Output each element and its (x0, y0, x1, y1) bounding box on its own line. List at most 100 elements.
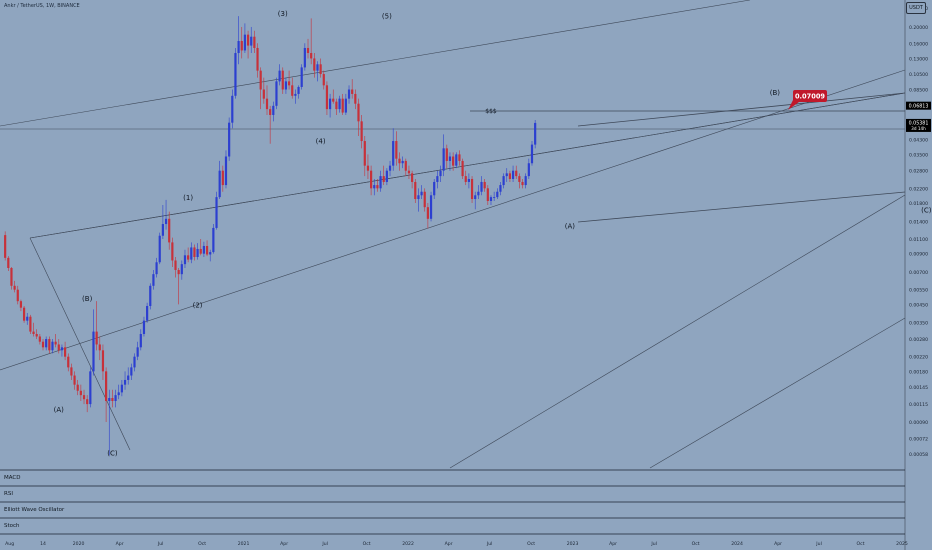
candle-body (373, 185, 376, 189)
wave-line-2 (29, 92, 906, 239)
candle-body (505, 173, 508, 177)
candle-body (136, 347, 139, 357)
channel-line-middle (0, 69, 906, 371)
pane-label-stoch: Stoch (4, 523, 20, 529)
candle-body (354, 93, 357, 104)
pane-label-ewo: Elliott Wave Oscillator (4, 507, 65, 513)
y-tick-label: 0.00220 (909, 355, 928, 361)
currency-button[interactable]: USDT (906, 2, 926, 14)
candle-body (174, 260, 177, 270)
candle-body (351, 89, 354, 94)
candle-body (486, 188, 489, 201)
candle-body (483, 181, 486, 189)
candle-body (341, 98, 344, 113)
candle-body (212, 227, 215, 253)
x-tick-label: 2025 (896, 541, 908, 547)
candle-body (16, 289, 19, 302)
x-tick-label: Apr (116, 541, 124, 547)
candle-body (152, 274, 155, 286)
x-tick-label: 2020 (73, 541, 85, 547)
candle-body (205, 245, 209, 255)
x-tick-label: 2023 (567, 541, 579, 547)
candle-body (306, 47, 310, 54)
candle-body (448, 156, 452, 161)
candle-body (259, 70, 262, 90)
candle-body (407, 170, 411, 174)
candle-body (401, 160, 404, 164)
target-price-pointer (788, 100, 799, 110)
candle-body (319, 64, 322, 75)
candle-body (433, 181, 436, 196)
channel-line-lower (449, 194, 906, 469)
candle-body (458, 154, 461, 161)
candle-body (436, 176, 439, 182)
y-tick-label: 0.00700 (909, 270, 928, 276)
candle-body (19, 301, 23, 308)
candle-body (4, 235, 7, 258)
candle-body (79, 390, 82, 396)
candle-body (313, 58, 316, 71)
candle-body (202, 245, 206, 254)
candle-body (300, 67, 303, 87)
candle-body (187, 255, 190, 260)
wave-label: (C) (107, 449, 118, 457)
candle-body (284, 81, 288, 90)
candle-body (442, 148, 445, 171)
candle-body (95, 331, 98, 345)
candle-body (158, 235, 161, 263)
candle-body (41, 341, 45, 348)
x-tick-label: Jul (486, 541, 493, 547)
candle-body (388, 165, 392, 171)
candle-body (429, 195, 433, 219)
candle-body (155, 262, 158, 275)
candle-body (70, 367, 73, 376)
y-tick-label: 0.00350 (909, 321, 928, 327)
candle-body (256, 47, 259, 71)
candle-body (515, 170, 518, 177)
candle-body (253, 36, 256, 48)
candle-body (26, 316, 29, 321)
candle-body (376, 185, 379, 189)
candle-body (89, 371, 92, 405)
candle-body (262, 89, 265, 99)
candle-body (161, 224, 164, 236)
candle-body (489, 197, 493, 201)
candle-body (527, 163, 530, 177)
candle-body (86, 399, 89, 405)
candle-body (130, 367, 133, 376)
candle-body (511, 170, 515, 179)
candle-body (382, 176, 385, 182)
candle-body (366, 165, 370, 171)
y-tick-label: 0.02800 (909, 169, 928, 175)
candle-body (360, 121, 363, 142)
candle-body (530, 144, 534, 164)
y-tick-label: 0.08500 (909, 88, 928, 94)
candle-body (183, 255, 187, 265)
candle-body (237, 41, 240, 54)
candle-body (385, 170, 388, 182)
x-tick-label: Oct (363, 541, 371, 547)
candle-body (51, 341, 54, 351)
candle-body (357, 103, 360, 122)
candle-body (269, 109, 272, 115)
candle-body (392, 141, 395, 166)
axis-price-badge (906, 101, 931, 110)
candle-body (105, 371, 108, 401)
candle-body (332, 98, 335, 102)
y-tick-label: 0.00900 (909, 252, 928, 258)
candle-body (411, 173, 414, 182)
candle-body (521, 181, 524, 186)
candle-body (461, 160, 464, 177)
candle-body (111, 398, 114, 401)
candle-body (265, 98, 269, 110)
wave-label: (A) (565, 222, 576, 230)
candle-body (171, 242, 174, 261)
x-tick-label: Apr (609, 541, 617, 547)
candle-body (180, 264, 183, 275)
candle-body (101, 350, 105, 372)
candle-body (325, 85, 329, 110)
x-tick-label: Jul (321, 541, 328, 547)
candle-body (73, 375, 76, 385)
